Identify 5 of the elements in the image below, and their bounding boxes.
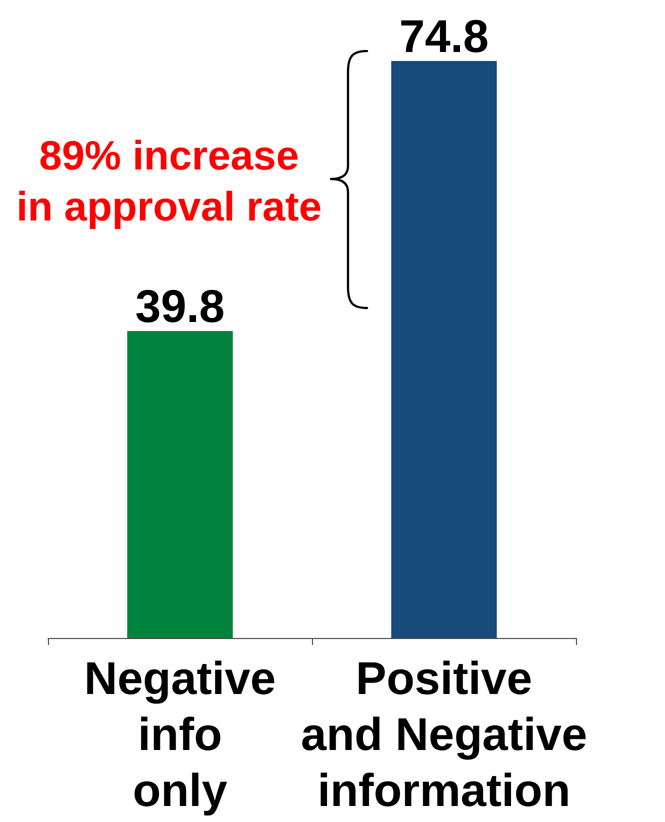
x-tick-label: Negative info only [84, 652, 276, 816]
x-tick-label: Positive and Negative information [300, 652, 588, 816]
data-label: 39.8 [135, 280, 225, 332]
annotation: 89% increase in approval rate [16, 132, 322, 230]
data-label: 74.8 [399, 10, 489, 62]
